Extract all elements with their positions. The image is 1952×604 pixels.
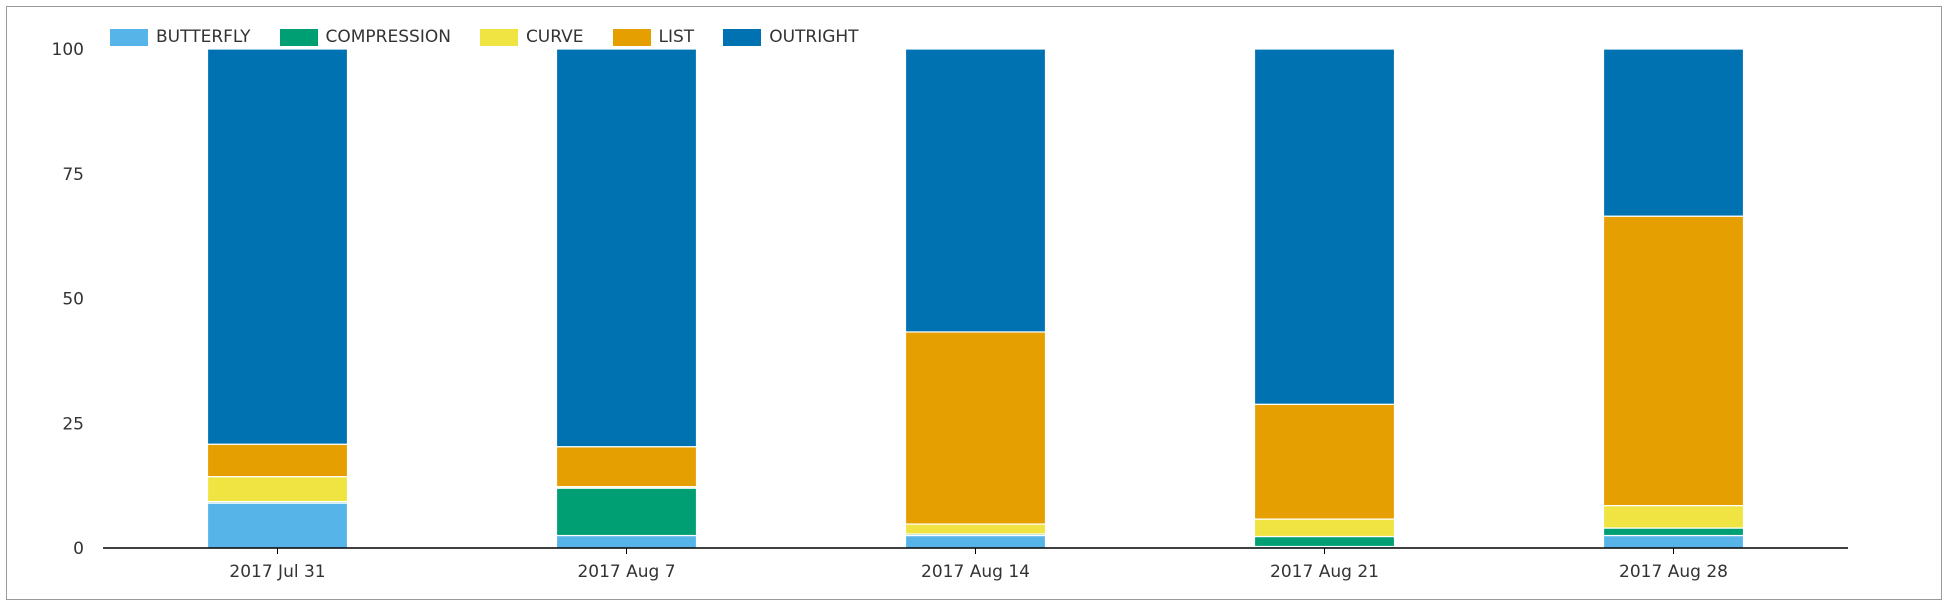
y-tick-label: 75 xyxy=(62,165,84,185)
x-axis: 2017 Jul 31 2017 Aug 7 2017 Aug 14 2017 Aug… xyxy=(229,548,1728,582)
bar-segment-butterfly[interactable] xyxy=(206,502,349,549)
legend-label: BUTTERFLY xyxy=(156,27,251,47)
bar-segment-butterfly[interactable] xyxy=(1602,534,1745,549)
bar-segment-compression[interactable] xyxy=(1602,527,1745,537)
bar-segment-outright[interactable] xyxy=(1602,48,1745,217)
bar-segment-list[interactable] xyxy=(904,331,1047,525)
legend-item-compression[interactable]: COMPRESSION xyxy=(279,27,451,47)
bar-segment-outright[interactable] xyxy=(904,48,1047,333)
x-tick-label: 2017 Aug 21 xyxy=(1270,562,1379,582)
y-tick-label: 0 xyxy=(73,539,84,559)
legend-item-outright[interactable]: OUTRIGHT xyxy=(723,27,859,47)
bar-segment-curve[interactable] xyxy=(1602,504,1745,529)
x-tick-label: 2017 Aug 7 xyxy=(577,562,675,582)
bar-segment-list[interactable] xyxy=(1253,403,1396,520)
bar-segment-outright[interactable] xyxy=(206,48,349,445)
legend-swatch xyxy=(612,28,651,46)
bar-segment-list[interactable] xyxy=(555,446,698,488)
legend-label: CURVE xyxy=(525,27,584,47)
bar-segment-curve[interactable] xyxy=(904,523,1047,535)
bar-segment-outright[interactable] xyxy=(1253,48,1396,405)
bar-segment-outright[interactable] xyxy=(555,48,698,448)
y-tick-label: 50 xyxy=(62,290,84,310)
y-axis: 0 25 50 75 100 xyxy=(52,40,84,559)
legend-label: LIST xyxy=(658,27,695,47)
y-tick-label: 25 xyxy=(62,414,84,434)
legend-swatch xyxy=(110,28,148,46)
legend-item-list[interactable]: LIST xyxy=(612,27,695,47)
legend-swatch xyxy=(479,28,518,46)
bar-segment-list[interactable] xyxy=(1602,215,1745,507)
legend-item-curve[interactable]: CURVE xyxy=(479,27,584,47)
legend-label: OUTRIGHT xyxy=(769,27,859,47)
chart-legend: BUTTERFLY COMPRESSION CURVE LIST OUTRIGHT xyxy=(110,27,888,47)
bar-segment-curve[interactable] xyxy=(1253,518,1396,538)
x-tick-label: 2017 Jul 31 xyxy=(229,562,325,582)
bar-segment-compression[interactable] xyxy=(555,487,698,537)
legend-label: COMPRESSION xyxy=(325,27,451,47)
bar-segment-compression[interactable] xyxy=(1253,535,1396,548)
bars xyxy=(206,48,1745,549)
x-tick-label: 2017 Aug 28 xyxy=(1619,562,1728,582)
bar-segment-list[interactable] xyxy=(206,443,349,478)
bar-segment-curve[interactable] xyxy=(206,476,349,503)
legend-item-butterfly[interactable]: BUTTERFLY xyxy=(110,27,251,47)
legend-swatch xyxy=(723,28,762,46)
x-tick-label: 2017 Aug 14 xyxy=(921,562,1030,582)
y-tick-label: 100 xyxy=(52,40,84,60)
bar-segment-butterfly[interactable] xyxy=(555,534,698,549)
legend-swatch xyxy=(279,28,318,46)
bar-segment-butterfly[interactable] xyxy=(904,534,1047,549)
